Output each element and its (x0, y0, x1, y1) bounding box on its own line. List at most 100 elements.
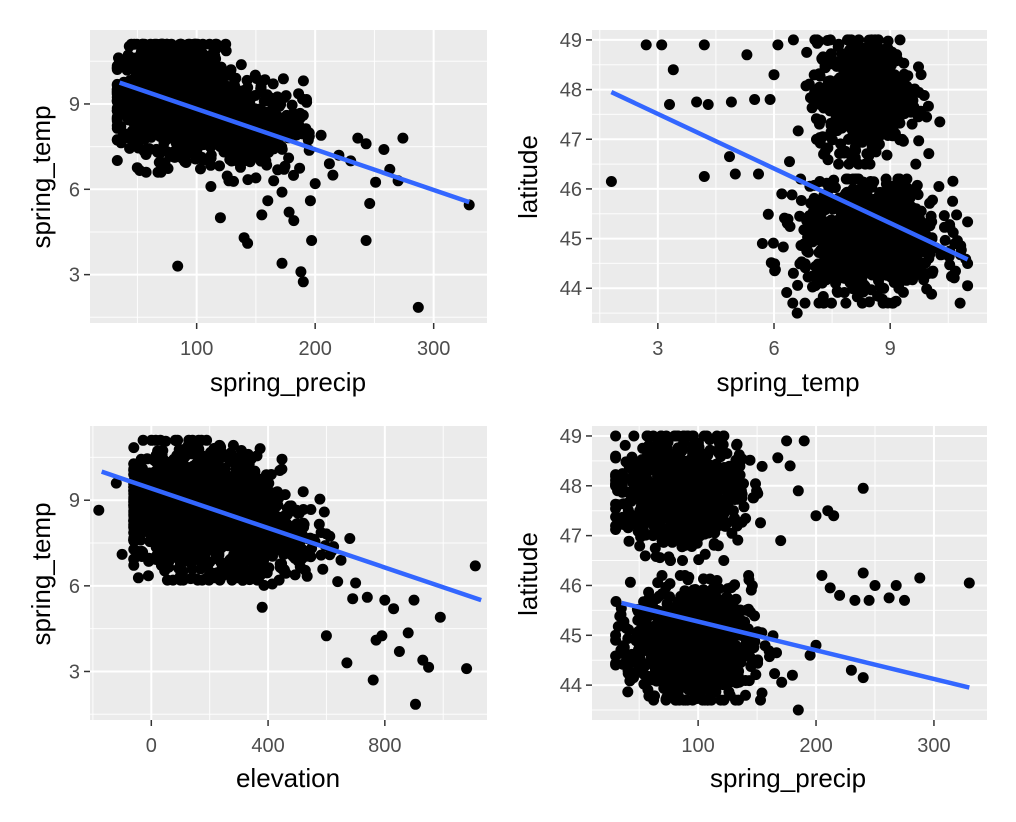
y-tick-label: 45 (560, 229, 582, 251)
data-point (691, 96, 703, 108)
data-point (297, 486, 309, 498)
data-point (948, 272, 960, 284)
data-point (167, 529, 179, 541)
data-point (159, 456, 171, 468)
data-point (827, 203, 839, 215)
y-tick-label: 48 (560, 80, 582, 102)
data-point (933, 181, 945, 192)
data-point (111, 94, 123, 106)
data-point (111, 113, 123, 125)
data-point (128, 516, 140, 527)
data-point (922, 100, 934, 112)
data-point (360, 138, 372, 150)
data-point (155, 38, 167, 50)
data-point (842, 274, 854, 286)
data-point (276, 186, 288, 198)
data-point (794, 258, 806, 270)
data-point (829, 79, 841, 91)
data-point (198, 546, 210, 558)
data-point (923, 216, 935, 228)
data-point (213, 539, 225, 551)
data-point (274, 465, 286, 476)
data-point (698, 39, 710, 51)
data-point (879, 224, 891, 236)
data-point (664, 99, 675, 110)
data-point (769, 265, 781, 277)
data-point (874, 86, 886, 98)
data-point (831, 220, 843, 232)
data-point (288, 215, 300, 227)
data-point (208, 129, 220, 141)
data-point (150, 554, 162, 565)
data-point (908, 184, 920, 196)
data-point (132, 545, 144, 557)
data-point (863, 89, 875, 101)
data-point (184, 135, 195, 147)
data-point (749, 94, 761, 105)
data-point (833, 158, 845, 170)
data-point (951, 209, 963, 221)
data-point (261, 95, 273, 107)
data-point (784, 156, 795, 168)
data-point (220, 38, 232, 50)
data-point (144, 467, 155, 479)
data-point (764, 94, 776, 105)
y-tick-label: 46 (560, 179, 582, 201)
data-point (843, 77, 855, 89)
data-point (836, 212, 848, 224)
data-point (128, 442, 140, 454)
data-point (297, 75, 309, 87)
data-point (867, 135, 879, 147)
data-point (767, 237, 779, 249)
data-point (217, 485, 229, 497)
data-point (794, 210, 806, 222)
data-point (154, 523, 166, 535)
data-point (155, 166, 167, 178)
data-point (132, 572, 144, 584)
data-point (868, 249, 880, 261)
data-point (808, 192, 820, 204)
data-point (360, 235, 372, 246)
data-point (121, 60, 133, 72)
data-point (237, 450, 249, 462)
data-point (315, 549, 327, 561)
data-point (295, 266, 307, 278)
data-point (891, 49, 903, 61)
data-point (160, 107, 172, 119)
linear-trend-line (118, 80, 470, 205)
data-point (205, 152, 217, 164)
data-point (879, 257, 891, 269)
data-point (841, 259, 853, 271)
data-point (843, 49, 855, 60)
data-point (741, 49, 753, 61)
data-point (827, 268, 839, 280)
data-point (173, 503, 185, 515)
data-point (142, 570, 154, 582)
data-point (772, 39, 784, 51)
data-point (702, 99, 714, 110)
data-point (131, 55, 143, 67)
x-tick-label: 400 (251, 735, 284, 757)
data-point (897, 237, 909, 249)
data-point (878, 282, 890, 294)
x-tick-label: 9 (885, 338, 896, 360)
data-point (397, 132, 409, 144)
data-point (779, 212, 790, 224)
data-point (139, 121, 151, 133)
x-tick-label: 0 (146, 735, 157, 757)
data-point (205, 141, 216, 153)
data-point (246, 452, 258, 464)
data-point (831, 285, 843, 297)
data-point (256, 209, 268, 221)
data-point (191, 80, 203, 92)
data-point (605, 176, 617, 187)
data-point (288, 169, 299, 181)
data-point (111, 134, 123, 146)
data-point (864, 63, 876, 75)
data-point (776, 188, 788, 200)
data-point (828, 97, 840, 109)
data-point (914, 215, 926, 227)
x-tick-label: 100 (180, 338, 213, 360)
